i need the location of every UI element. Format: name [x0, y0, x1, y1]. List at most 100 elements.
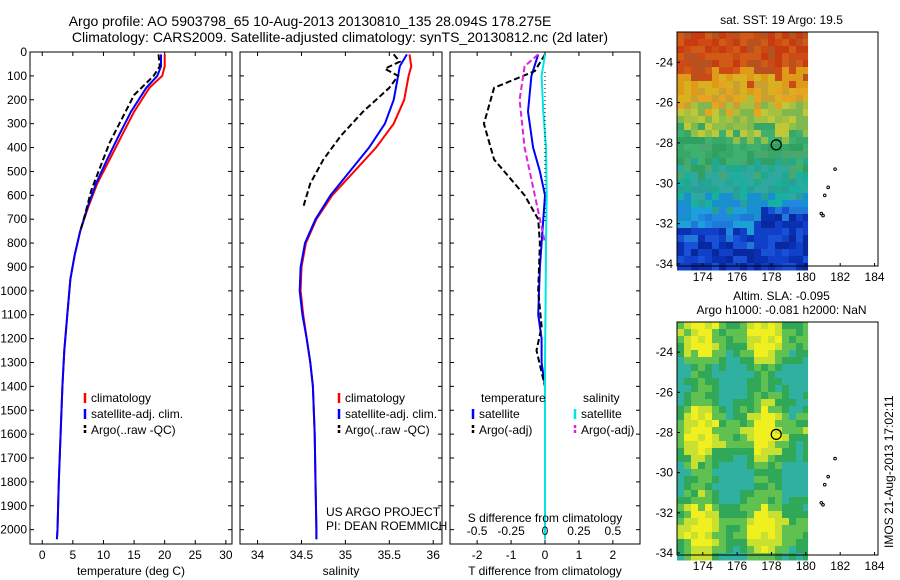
map-cell — [733, 207, 741, 215]
map-cell — [733, 350, 741, 358]
island-marker — [822, 193, 827, 198]
map-cell — [712, 378, 720, 386]
map-cell — [705, 67, 713, 75]
map-cell — [782, 249, 790, 257]
map-cell — [747, 392, 755, 400]
map-cell — [761, 364, 769, 372]
map-cell — [747, 39, 755, 47]
map-cell — [775, 179, 783, 187]
map-cell — [796, 186, 804, 194]
map-cell — [775, 207, 783, 215]
map-cell — [705, 74, 713, 82]
map-cell — [775, 32, 783, 40]
map-cell — [768, 81, 776, 89]
map-cell — [677, 553, 685, 561]
map-cell — [733, 511, 741, 519]
map-cell — [733, 32, 741, 40]
map-cell — [782, 32, 790, 40]
map-cell — [768, 179, 776, 187]
y-tick-label: 0 — [20, 45, 27, 59]
map-cell — [782, 67, 790, 75]
map-cell — [796, 350, 804, 358]
map-cell — [691, 46, 699, 54]
map-cell — [768, 413, 776, 421]
map-cell — [726, 476, 734, 484]
map-cell — [803, 329, 809, 337]
map-cell — [789, 207, 797, 215]
map-cell — [761, 413, 769, 421]
map-cell — [719, 546, 727, 554]
map-cell — [747, 462, 755, 470]
map-cell — [740, 392, 748, 400]
map-cell — [719, 441, 727, 449]
map-cell — [677, 497, 685, 505]
map-cell — [768, 553, 776, 561]
map-cell — [698, 74, 706, 82]
x-tick-label: 1 — [576, 548, 583, 562]
map-cell — [719, 256, 727, 264]
map-cell — [691, 490, 699, 498]
map-cell — [684, 46, 692, 54]
map-cell — [712, 74, 720, 82]
map-cell — [782, 497, 790, 505]
map-cell — [796, 235, 804, 243]
map-cell — [712, 455, 720, 463]
map-cell — [782, 221, 790, 229]
map-cell — [705, 60, 713, 68]
map-cell — [719, 95, 727, 103]
map-cell — [684, 130, 692, 138]
map-cell — [691, 123, 699, 131]
map-cell — [677, 32, 685, 40]
map-cell — [761, 343, 769, 351]
map-cell — [775, 109, 783, 117]
map-cell — [782, 511, 790, 519]
map-cell — [726, 46, 734, 54]
map-cell — [796, 532, 804, 540]
map-cell — [775, 116, 783, 124]
map-cell — [754, 214, 762, 222]
map-cell — [712, 336, 720, 344]
map-cell — [768, 137, 776, 145]
map-cell — [768, 539, 776, 547]
map-cell — [684, 158, 692, 166]
map-cell — [726, 392, 734, 400]
map-cell — [712, 532, 720, 540]
map-cell — [698, 476, 706, 484]
map-cell — [719, 329, 727, 337]
map-cell — [775, 102, 783, 110]
map-cell — [803, 385, 809, 393]
y-tick-label: 1600 — [0, 427, 27, 441]
map-cell — [712, 186, 720, 194]
map-cell — [796, 116, 804, 124]
map-cell — [719, 39, 727, 47]
map-cell — [782, 476, 790, 484]
map-cell — [740, 81, 748, 89]
map-cell — [712, 539, 720, 547]
y-tick-label: -24 — [656, 55, 674, 69]
map-cell — [712, 441, 720, 449]
map-cell — [789, 67, 797, 75]
map-cell — [719, 420, 727, 428]
map-cell — [775, 67, 783, 75]
map-cell — [698, 109, 706, 117]
map-cell — [768, 455, 776, 463]
map-cell — [719, 221, 727, 229]
map-cell — [782, 81, 790, 89]
map-cell — [733, 137, 741, 145]
x-tick-label: 182 — [830, 559, 850, 573]
map-cell — [712, 263, 720, 271]
map-cell — [754, 235, 762, 243]
map-cell — [747, 95, 755, 103]
map-cell — [789, 504, 797, 512]
map-cell — [768, 546, 776, 554]
map-cell — [705, 329, 713, 337]
map-cell — [775, 130, 783, 138]
map-cell — [684, 427, 692, 435]
map-cell — [691, 60, 699, 68]
map-cell — [747, 200, 755, 208]
map-cell — [796, 322, 804, 330]
map-cell — [803, 46, 809, 54]
map-cell — [775, 151, 783, 159]
map-cell — [726, 172, 734, 180]
map-cell — [726, 116, 734, 124]
